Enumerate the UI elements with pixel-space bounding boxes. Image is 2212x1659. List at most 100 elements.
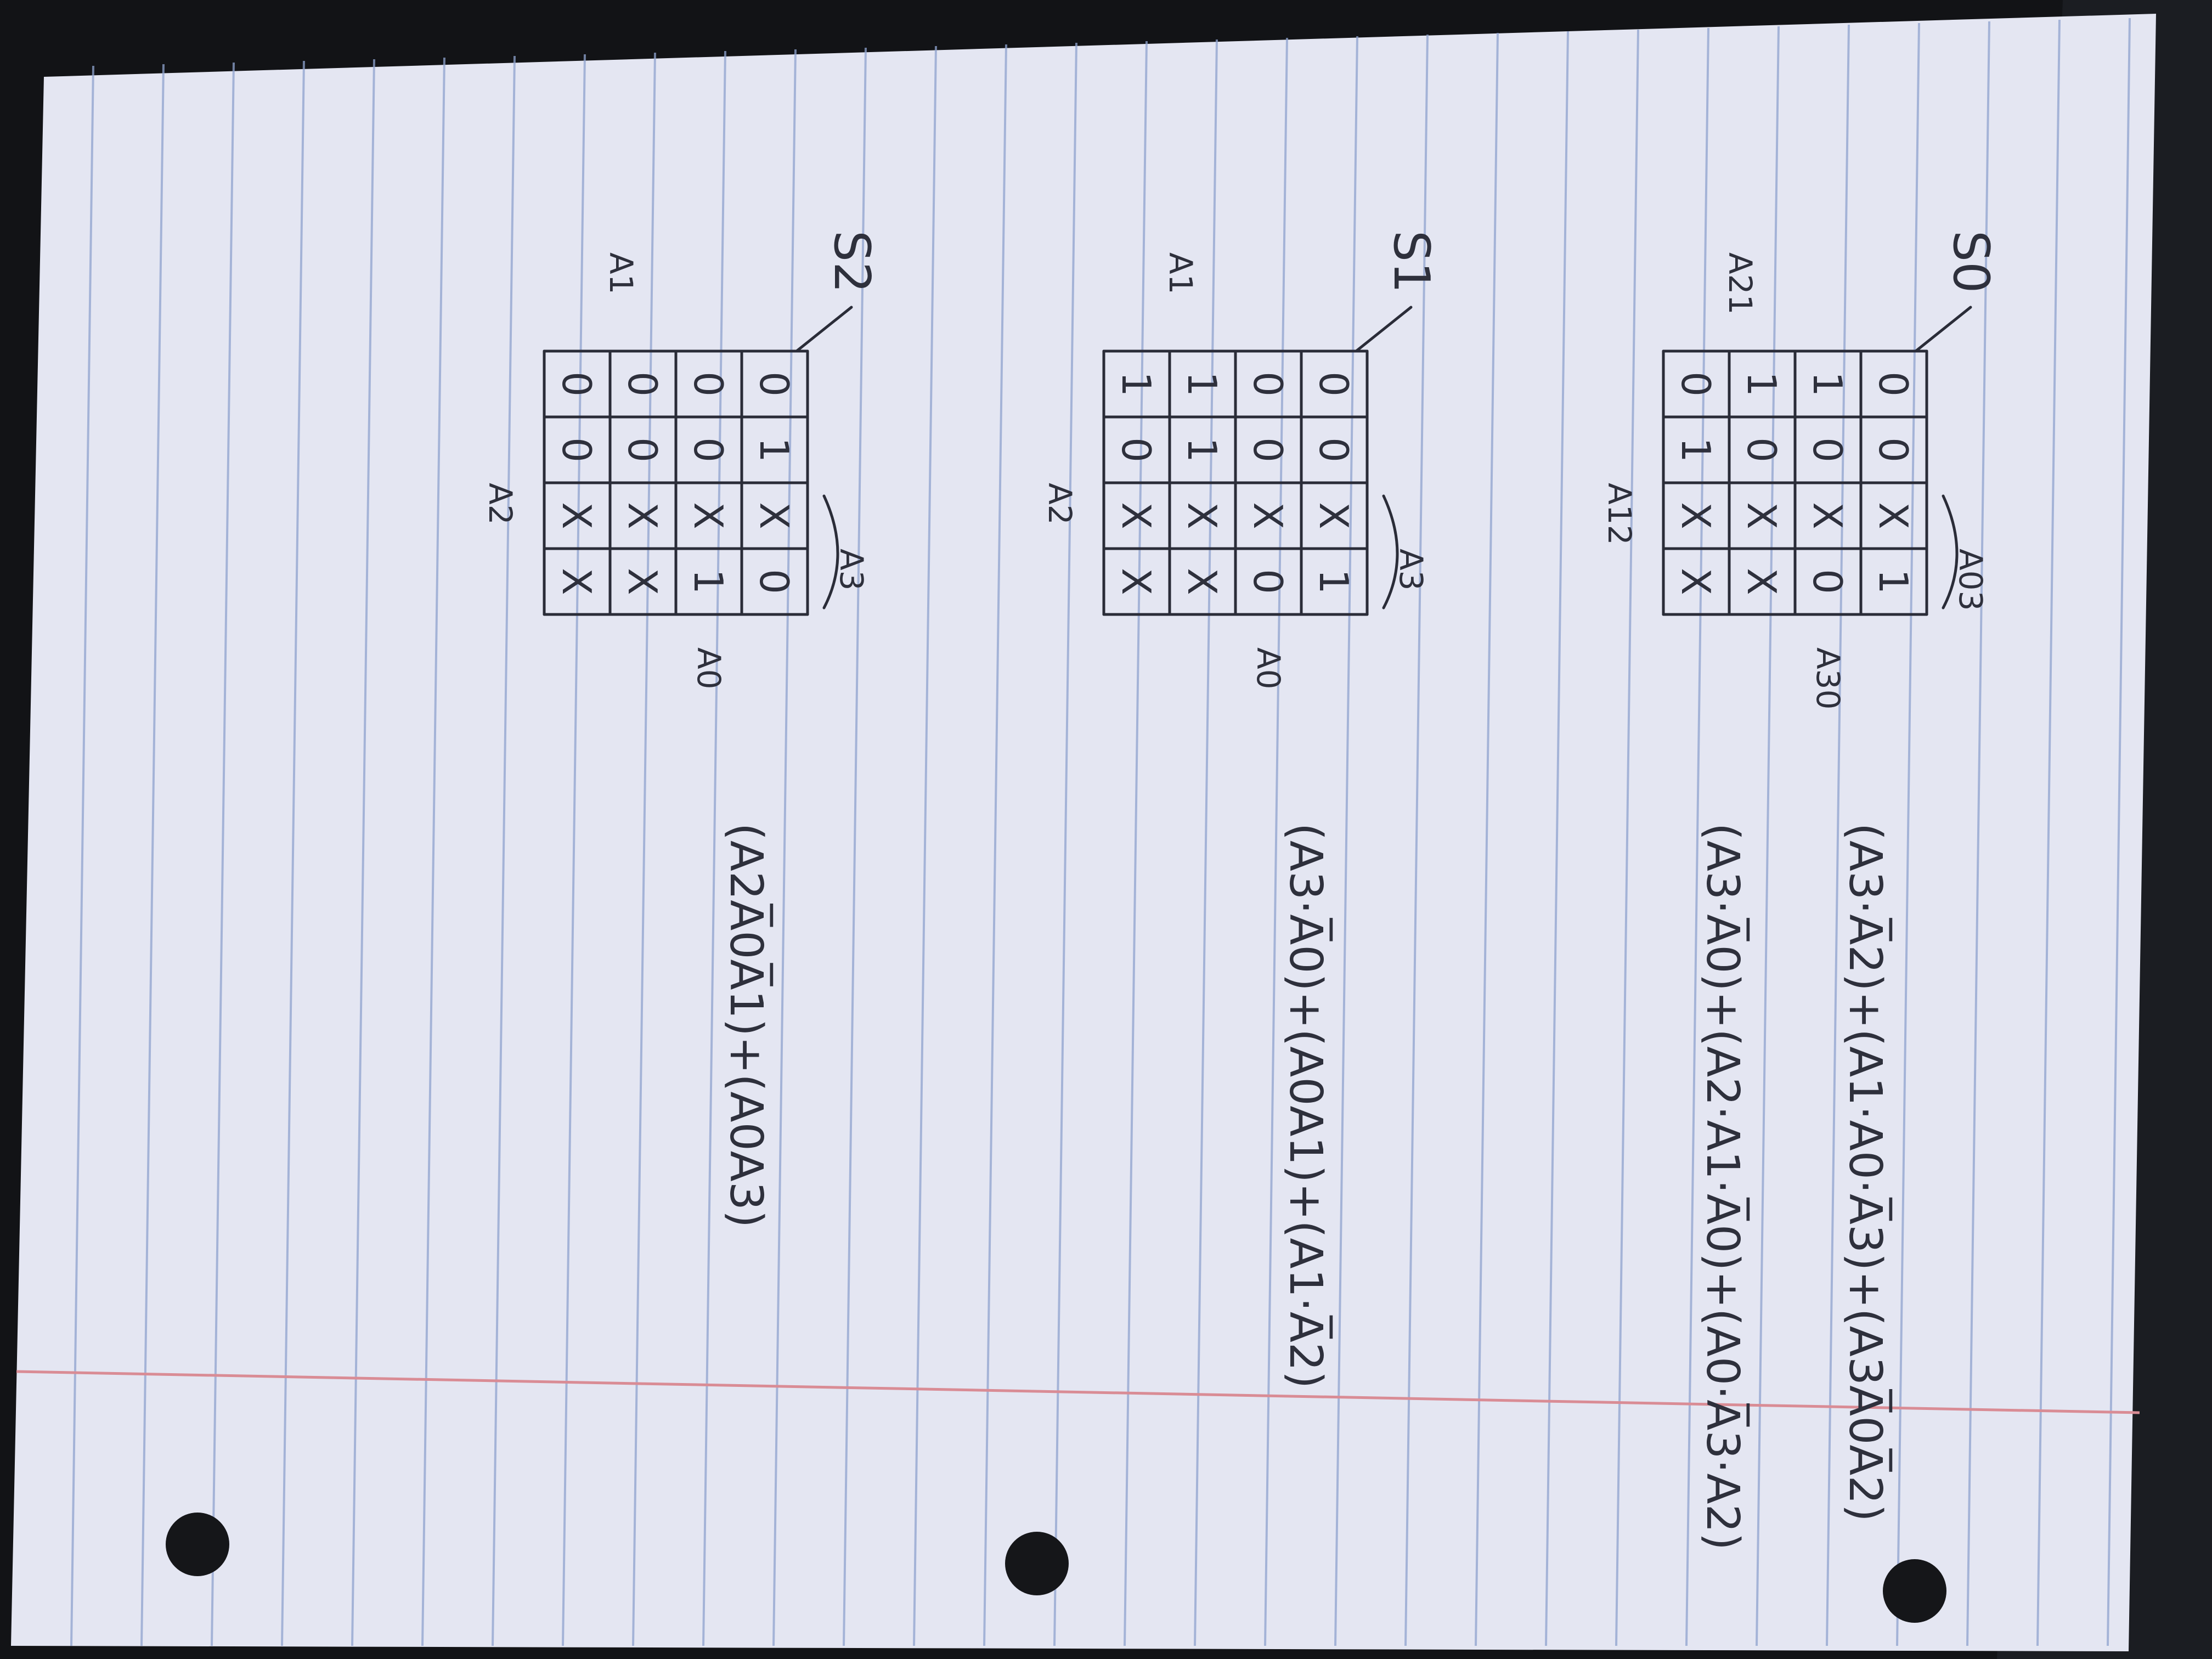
rule-line: [1404, 34, 1429, 1646]
rule-line: [983, 44, 1007, 1646]
column-variable-label: A03: [1952, 549, 1989, 611]
rule-line: [1826, 24, 1850, 1646]
rule-line: [1615, 29, 1639, 1646]
rule-line: [1334, 36, 1358, 1646]
kmap-cell: X: [1673, 568, 1719, 595]
paper-sheet: [11, 14, 2156, 1651]
kmap-cell: 0: [685, 437, 731, 462]
rule-line: [351, 59, 375, 1646]
rule-line: [211, 62, 235, 1646]
row-variable-label: A2: [482, 483, 519, 525]
rule-line: [1053, 42, 1077, 1646]
kmap-cell: 0: [1311, 437, 1357, 462]
rule-line: [140, 64, 165, 1646]
binder-hole-3: [1883, 1559, 1946, 1623]
kmap-cell: 0: [751, 569, 797, 594]
rule-line: [772, 49, 797, 1646]
row-variable-label: A30: [1809, 647, 1847, 709]
kmap-cell: 0: [1311, 371, 1357, 397]
kmap-cell: X: [1113, 568, 1159, 595]
kmap-cell: X: [685, 502, 731, 529]
row-variable-label: A2: [1041, 483, 1079, 525]
kmap-cell: X: [1870, 502, 1916, 529]
kmap-cell: X: [1311, 502, 1357, 529]
kmap-cell: X: [751, 502, 797, 529]
rule-line: [843, 47, 867, 1646]
rule-line: [2036, 19, 2061, 1646]
output-label: S2: [823, 230, 881, 293]
boolean-expression: (A3·A̅0)+(A0A1)+(A1·A̅2): [1279, 823, 1333, 1389]
rule-line: [1756, 26, 1780, 1646]
kmap-cell: X: [619, 502, 665, 529]
rule-line: [1896, 22, 1920, 1646]
kmap-cell: X: [1739, 502, 1785, 529]
label-leader: [795, 306, 853, 353]
rule-line: [1475, 32, 1499, 1646]
binder-hole-2: [1005, 1532, 1069, 1595]
row-variable-label: A21: [1722, 252, 1759, 314]
rule-line: [913, 46, 937, 1646]
kmap-cell: X: [619, 568, 665, 595]
rule-line: [632, 52, 656, 1646]
kmap-cell: 0: [685, 371, 731, 397]
kmap-cell: 0: [751, 371, 797, 397]
kmap-cell: 1: [751, 437, 797, 462]
rule-line: [702, 50, 726, 1646]
label-leader: [1914, 306, 1972, 353]
boolean-expression: (A3·A̅2)+(A1·A0·A̅3)+(A3A̅0A̅2): [1839, 823, 1892, 1522]
kmap-cell: 0: [1739, 437, 1785, 462]
rule-line: [2107, 18, 2131, 1646]
rule-line: [1194, 39, 1218, 1646]
output-label: S0: [1942, 230, 2000, 293]
label-leader: [1355, 306, 1413, 353]
rule-line: [1545, 31, 1569, 1646]
row-variable-label: A0: [1250, 647, 1287, 690]
brace: [822, 494, 839, 610]
rule-line: [1966, 21, 1990, 1646]
kmap-cell: X: [1179, 568, 1225, 595]
kmap-cell: 1: [1804, 371, 1850, 397]
kmap-cell: 0: [1245, 569, 1291, 594]
kmap-cell: X: [1673, 502, 1719, 529]
row-variable-label: A12: [1601, 483, 1638, 545]
kmap-cell: 1: [1739, 371, 1785, 397]
row-variable-label: A1: [1162, 252, 1199, 295]
kmap-cell: X: [554, 568, 600, 595]
kmap-cell: 0: [554, 371, 600, 397]
kmap-cell: 0: [1804, 437, 1850, 462]
kmap-cell: 0: [1870, 371, 1916, 397]
rule-line: [562, 54, 586, 1646]
rule-line: [1685, 27, 1709, 1646]
kmap-cell: 0: [619, 437, 665, 462]
rule-line: [70, 65, 94, 1646]
kmap-cell: 0: [1673, 371, 1719, 397]
kmap-cell: 0: [1245, 371, 1291, 397]
rule-line: [1264, 37, 1288, 1646]
kmap-cell: X: [1804, 502, 1850, 529]
kmap-cell: X: [1245, 502, 1291, 529]
rule-line: [421, 57, 445, 1646]
boolean-expression: (A3·A̅0)+(A2·A1·A̅0)+(A0·A̅3·A2): [1696, 823, 1750, 1550]
kmap-cell: X: [554, 502, 600, 529]
row-variable-label: A1: [602, 252, 640, 295]
kmap-cell: 0: [1113, 437, 1159, 462]
output-label: S1: [1383, 230, 1440, 293]
boolean-expression: (A2A̅0A̅1)+(A0A3): [720, 823, 773, 1228]
brace: [1382, 494, 1399, 610]
kmap-cell: 1: [1179, 371, 1225, 397]
ruled-lines: [70, 18, 2131, 1646]
kmap-cell: 1: [1113, 371, 1159, 397]
kmap-cell: X: [1113, 502, 1159, 529]
kmap-cell: 0: [554, 437, 600, 462]
margin-line: [16, 1370, 2140, 1414]
kmap-cell: 1: [685, 569, 731, 594]
kmap-cell: X: [1739, 568, 1785, 595]
kmap-cell: 0: [1245, 437, 1291, 462]
kmap-cell: 1: [1673, 437, 1719, 462]
rule-line: [1124, 41, 1148, 1646]
